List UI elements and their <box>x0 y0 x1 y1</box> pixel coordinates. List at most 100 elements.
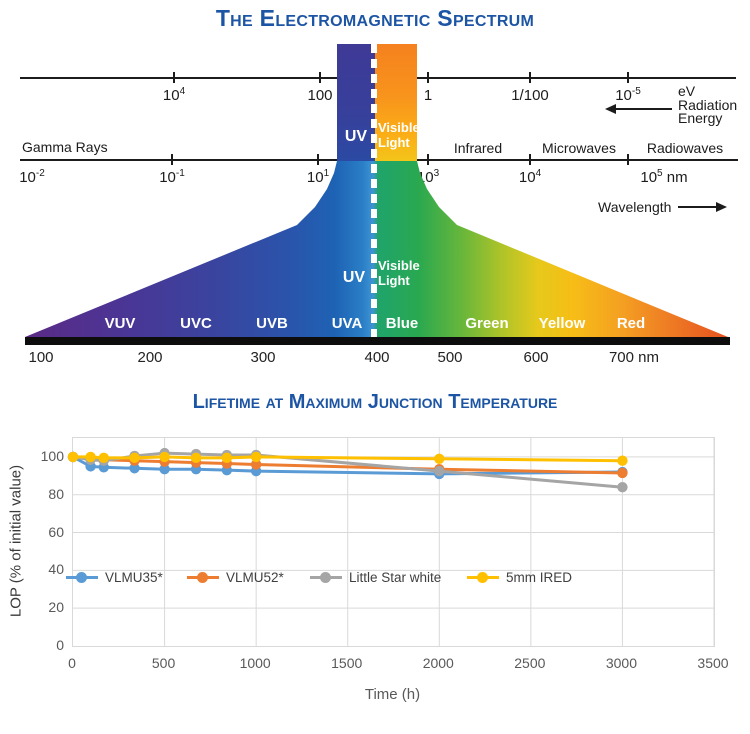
wavelength-tick <box>627 154 629 165</box>
energy-tick-label: 1/100 <box>511 87 549 104</box>
legend-item: Little Star white <box>310 569 441 585</box>
band-label-red: Red <box>616 315 646 332</box>
uv-label-bottom: UV <box>342 269 366 286</box>
visible-light-label-top: Visible Light <box>378 120 420 150</box>
wavelength-tick-label: 10-2 <box>19 168 45 186</box>
legend-marker-dot <box>320 571 331 583</box>
legend-label: VLMU35* <box>105 569 163 585</box>
x-tick-label: 0 <box>68 655 76 671</box>
legend-label: VLMU52* <box>226 569 284 585</box>
uv-column-band <box>337 44 375 161</box>
data-point <box>159 451 170 463</box>
x-tick-label: 3500 <box>697 655 729 671</box>
band-label-yellow: Yellow <box>538 315 586 332</box>
band-label-green: Green <box>465 315 509 332</box>
x-tick-label: 1500 <box>331 655 363 671</box>
data-point <box>190 452 202 464</box>
nm-tick-label: 500 <box>437 349 463 366</box>
series-line-5mm-ired <box>73 455 623 463</box>
uv-visible-divider-dashed-line <box>371 44 377 337</box>
x-tick-label: 2500 <box>514 655 546 671</box>
visible-column-band <box>375 44 417 161</box>
radiation-energy-label: eV Radiation Energy <box>678 83 738 126</box>
energy-tick <box>173 72 175 83</box>
band-label-uvc: UVC <box>180 315 212 332</box>
data-point <box>617 467 628 479</box>
uv-label-top: UV <box>344 128 368 145</box>
legend-item: VLMU35* <box>66 569 163 585</box>
legend-marker-dot <box>477 571 488 583</box>
data-point <box>617 481 628 493</box>
data-point <box>129 463 140 474</box>
x-axis-title: Time (h) <box>364 686 421 703</box>
right-arrow-icon <box>716 202 727 212</box>
visible-light-label-bottom: Visible Light <box>378 258 420 288</box>
band-label-vuv: VUV <box>104 315 136 332</box>
data-point <box>250 451 262 463</box>
legend-marker-icon <box>66 571 98 583</box>
data-point <box>434 465 445 477</box>
wavelength-tick-label: 104 <box>518 168 542 186</box>
legend-marker-dot <box>76 571 87 583</box>
nm-tick-label: 600 <box>523 349 549 366</box>
wavelength-tick <box>529 154 531 165</box>
microwaves-label: Microwaves <box>542 140 616 156</box>
legend-label: 5mm IRED <box>506 569 573 585</box>
legend-item: 5mm IRED <box>467 569 572 585</box>
nm-tick-label: 700 nm <box>608 349 660 366</box>
energy-tick <box>529 72 531 83</box>
wavelength-tick <box>427 154 429 165</box>
legend-marker-icon <box>187 571 219 583</box>
x-tick-label: 500 <box>151 655 176 671</box>
nm-tick-label: 400 <box>364 349 390 366</box>
wavelength-tick <box>317 154 319 165</box>
data-point <box>250 459 262 470</box>
data-point <box>434 453 445 464</box>
nm-tick-label: 200 <box>137 349 163 366</box>
data-point <box>129 452 140 464</box>
series-line-vlmu35- <box>72 455 623 476</box>
lifetime-chart-svg <box>67 438 715 646</box>
x-tick-label: 2000 <box>422 655 454 671</box>
y-axis-title: LOP (% of initial value) <box>7 464 25 618</box>
data-point <box>221 452 233 464</box>
legend-marker-icon <box>467 571 499 583</box>
infrared-label: Infrared <box>453 140 503 156</box>
em-spectrum-title: The Electromagnetic Spectrum <box>215 5 535 31</box>
wavelength-arrow-label: Wavelength <box>598 199 672 215</box>
gamma-rays-label: Gamma Rays <box>22 139 108 155</box>
band-label-uva: UVA <box>331 315 363 332</box>
wavelength-axis-bar <box>25 337 730 345</box>
legend-marker-dot <box>197 571 208 583</box>
legend-label: Little Star white <box>349 569 442 585</box>
data-point <box>617 455 628 466</box>
legend-item: VLMU52* <box>187 569 284 585</box>
nm-tick-label: 300 <box>250 349 276 366</box>
data-point <box>85 451 96 463</box>
y-tick-label: 60 <box>48 523 64 540</box>
energy-tick-label: 104 <box>162 86 186 104</box>
y-tick-label: 100 <box>40 447 64 464</box>
legend-marker-icon <box>310 571 342 583</box>
energy-tick-label: 100 <box>307 87 333 104</box>
series-line-little-star-white <box>72 451 623 489</box>
lifetime-chart-title: Lifetime at Maximum Junction Temperature <box>192 391 558 413</box>
left-arrow-icon <box>605 104 616 114</box>
y-tick-label: 80 <box>48 485 64 502</box>
left-arrow-icon <box>615 108 672 110</box>
wavelength-tick-label: 10-1 <box>159 168 185 186</box>
energy-tick-label: 1 <box>423 87 433 104</box>
right-arrow-icon <box>678 206 716 208</box>
band-label-uvb: UVB <box>256 315 288 332</box>
data-point <box>159 464 170 475</box>
energy-tick <box>427 72 429 83</box>
wavelength-tick <box>171 154 173 165</box>
wavelength-tick-label: 101 <box>306 168 330 186</box>
energy-tick <box>627 72 629 83</box>
y-tick-label: 40 <box>48 561 64 578</box>
y-tick-label: 0 <box>56 637 64 653</box>
x-tick-label: 3000 <box>605 655 637 671</box>
x-tick-label: 1000 <box>239 655 271 671</box>
nm-tick-label: 100 <box>28 349 54 366</box>
